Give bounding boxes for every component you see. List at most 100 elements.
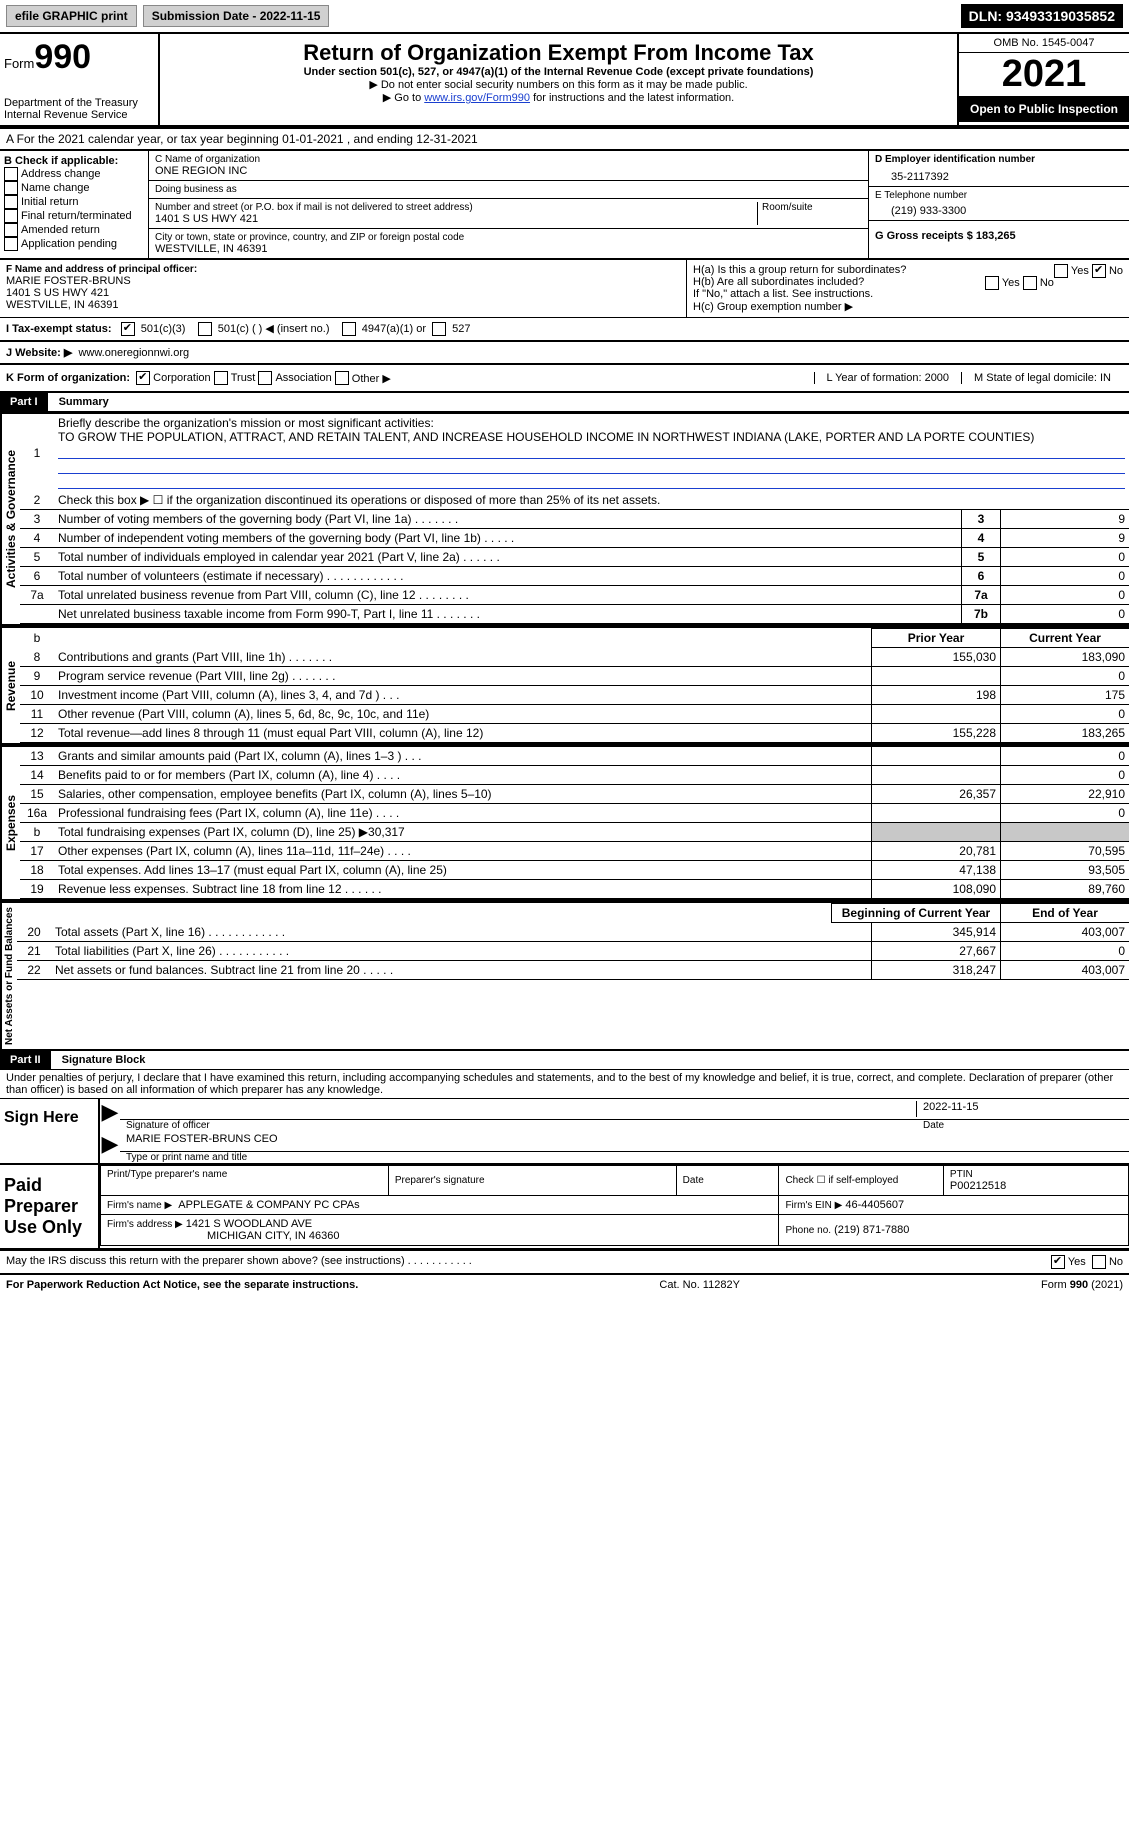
section-a-dates: A For the 2021 calendar year, or tax yea…: [0, 127, 1129, 151]
chk-initial-return[interactable]: [4, 195, 18, 209]
ptin-label: PTIN: [950, 1169, 1122, 1180]
opt-501c: 501(c) ( ) ◀ (insert no.): [218, 323, 330, 335]
current-year-val: 0: [1001, 747, 1129, 766]
prior-year-val: [872, 747, 1001, 766]
application-pending-label: Application pending: [21, 238, 117, 250]
firm-addr1: 1421 S WOODLAND AVE: [186, 1218, 312, 1230]
phone-value: (219) 933-3300: [875, 201, 1123, 217]
m-state-domicile: M State of legal domicile: IN: [961, 372, 1123, 384]
chk-discuss-no[interactable]: [1092, 1255, 1106, 1269]
officer-addr1: 1401 S US HWY 421: [6, 287, 680, 299]
line-text: Total revenue—add lines 8 through 11 (mu…: [54, 724, 872, 743]
chk-527[interactable]: [432, 322, 446, 336]
type-name-label: Type or print name and title: [120, 1152, 1129, 1163]
cat-no: Cat. No. 11282Y: [659, 1279, 740, 1291]
mission-line: [58, 474, 1125, 489]
street-value: 1401 S US HWY 421: [155, 213, 757, 225]
check-self-employed: Check ☐ if self-employed: [779, 1166, 943, 1196]
chk-association[interactable]: [258, 371, 272, 385]
line-2-num: 2: [20, 491, 54, 510]
prior-year-val: 318,247: [872, 961, 1001, 980]
prior-year-val: 47,138: [872, 861, 1001, 880]
vlabel-activities: Activities & Governance: [0, 414, 20, 624]
dln-label: DLN: 93493319035852: [961, 4, 1123, 28]
chk-name-change[interactable]: [4, 181, 18, 195]
website-url: www.oneregionnwi.org: [78, 347, 189, 359]
chk-corporation[interactable]: [136, 371, 150, 385]
form-rev: Form 990 (2021): [1041, 1279, 1123, 1291]
line-text: Total expenses. Add lines 13–17 (must eq…: [54, 861, 872, 880]
paid-preparer-label: Paid Preparer Use Only: [0, 1165, 100, 1248]
city-value: WESTVILLE, IN 46391: [155, 243, 862, 255]
j-website-label: J Website: ▶: [6, 347, 72, 359]
chk-ha-yes[interactable]: [1054, 264, 1068, 278]
line-num: 20: [17, 923, 51, 942]
line-val: 0: [1001, 586, 1129, 605]
firm-ein: 46-4405607: [845, 1199, 904, 1211]
note-goto-pre: ▶ Go to: [383, 92, 424, 104]
current-year-val: 0: [1001, 804, 1129, 823]
chk-hb-no[interactable]: [1023, 276, 1037, 290]
note-ssn: ▶ Do not enter social security numbers o…: [166, 78, 951, 91]
line-box: 7a: [962, 586, 1001, 605]
current-year-val: 0: [1001, 667, 1129, 686]
current-year-val: 403,007: [1001, 961, 1129, 980]
line-num: [20, 605, 54, 624]
chk-hb-yes[interactable]: [985, 276, 999, 290]
penalty-statement: Under penalties of perjury, I declare th…: [0, 1070, 1129, 1099]
current-year-val: [1001, 823, 1129, 842]
chk-final-return[interactable]: [4, 209, 18, 223]
current-year-hdr: Current Year: [1001, 629, 1129, 648]
b-marker: b: [20, 629, 54, 648]
chk-discuss-yes[interactable]: [1051, 1255, 1065, 1269]
h-a-label: H(a) Is this a group return for subordin…: [693, 264, 906, 276]
prior-year-val: [872, 804, 1001, 823]
line-text: Total liabilities (Part X, line 26) . . …: [51, 942, 872, 961]
chk-4947[interactable]: [342, 322, 356, 336]
line-num: 13: [20, 747, 54, 766]
mission-line: [58, 444, 1125, 459]
prior-year-val: [872, 766, 1001, 785]
opt-527: 527: [452, 323, 470, 335]
d-ein-label: D Employer identification number: [875, 154, 1123, 165]
current-year-val: 0: [1001, 705, 1129, 724]
line-text: Total number of individuals employed in …: [54, 548, 962, 567]
line2-text: Check this box ▶ ☐ if the organization d…: [54, 491, 1129, 510]
chk-501c3[interactable]: [121, 322, 135, 336]
chk-address-change[interactable]: [4, 167, 18, 181]
line-num: b: [20, 823, 54, 842]
line-text: Total number of volunteers (estimate if …: [54, 567, 962, 586]
tax-year: 2021: [959, 53, 1129, 96]
efile-print-button[interactable]: efile GRAPHIC print: [6, 5, 137, 27]
chk-application-pending[interactable]: [4, 237, 18, 251]
chk-amended-return[interactable]: [4, 223, 18, 237]
line-text: Other expenses (Part IX, column (A), lin…: [54, 842, 872, 861]
line-text: Grants and similar amounts paid (Part IX…: [54, 747, 872, 766]
officer-name: MARIE FOSTER-BRUNS: [6, 275, 680, 287]
h-note: If "No," attach a list. See instructions…: [693, 288, 1123, 300]
part1-header: Part I: [0, 393, 48, 411]
current-year-val: 403,007: [1001, 923, 1129, 942]
line-num: 15: [20, 785, 54, 804]
prior-year-val: 155,228: [872, 724, 1001, 743]
firm-name-label: Firm's name ▶: [107, 1200, 172, 1211]
chk-trust[interactable]: [214, 371, 228, 385]
current-year-val: 183,090: [1001, 648, 1129, 667]
chk-501c[interactable]: [198, 322, 212, 336]
ha-yes: Yes: [1071, 265, 1089, 277]
line-text: Net assets or fund balances. Subtract li…: [51, 961, 872, 980]
line-text: Salaries, other compensation, employee b…: [54, 785, 872, 804]
chk-ha-no[interactable]: [1092, 264, 1106, 278]
prep-phone-label: Phone no.: [785, 1225, 831, 1236]
prior-year-val: [872, 667, 1001, 686]
current-year-val: 175: [1001, 686, 1129, 705]
line-num: 11: [20, 705, 54, 724]
prior-year-val: 20,781: [872, 842, 1001, 861]
line-text: Total assets (Part X, line 16) . . . . .…: [51, 923, 872, 942]
sign-arrow-icon: ▶: [100, 1099, 120, 1131]
prior-year-val: 198: [872, 686, 1001, 705]
chk-other[interactable]: [335, 371, 349, 385]
irs-link[interactable]: www.irs.gov/Form990: [424, 92, 530, 104]
line-num: 6: [20, 567, 54, 586]
line-text: Number of voting members of the governin…: [54, 510, 962, 529]
